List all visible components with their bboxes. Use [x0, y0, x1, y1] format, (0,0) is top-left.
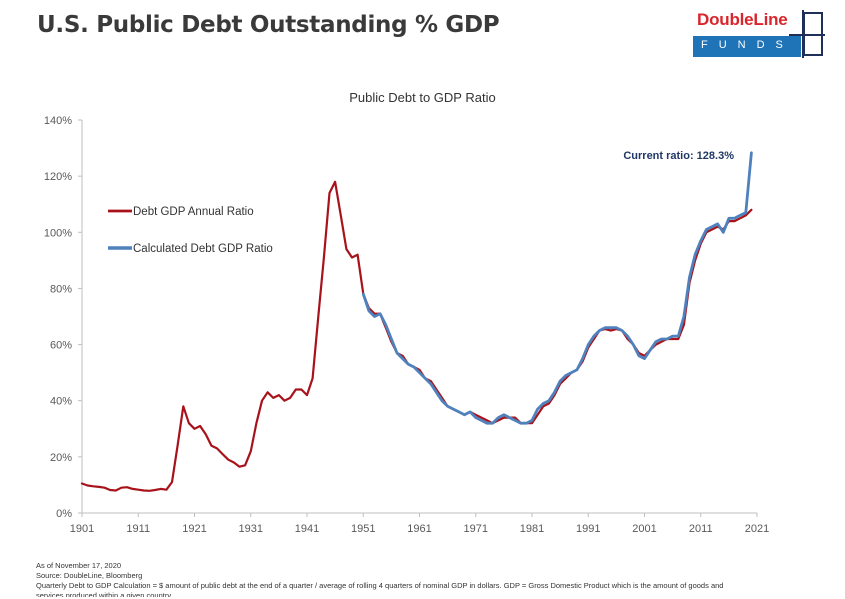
x-tick-label: 1931 — [239, 523, 263, 535]
series-line-annual-ratio — [80, 180, 753, 492]
x-tick-label: 2011 — [689, 523, 713, 535]
y-tick-label: 40% — [50, 396, 72, 408]
x-tick-label: 1921 — [182, 523, 206, 535]
logo-bar — [693, 36, 801, 57]
doubleline-logo: DoubleLine FUNDS — [693, 10, 825, 58]
footer-calculation: Quarterly Debt to GDP Calculation = $ am… — [36, 581, 724, 590]
y-tick-label: 120% — [44, 171, 72, 183]
x-tick-label: 2001 — [632, 523, 656, 535]
logo-wordmark: DoubleLine — [697, 10, 788, 29]
footer-source: Source: DoubleLine, Bloomberg — [36, 571, 143, 580]
y-tick-label: 140% — [44, 115, 72, 127]
y-tick-label: 60% — [50, 340, 72, 352]
logo-subtitle: FUNDS — [701, 39, 794, 51]
x-tick-label: 1991 — [576, 523, 600, 535]
y-tick-label: 20% — [50, 452, 72, 464]
x-tick-label: 1981 — [520, 523, 544, 535]
legend-item-annual-ratio-label: Debt GDP Annual Ratio — [133, 206, 254, 218]
chart-title: Public Debt to GDP Ratio — [349, 90, 496, 105]
series-line-calculated-ratio — [361, 151, 753, 425]
y-tick-label: 80% — [50, 283, 72, 295]
x-tick-label: 1911 — [126, 523, 150, 535]
logo-horizontal-line — [789, 34, 825, 36]
footer-date: As of November 17, 2020 — [36, 561, 122, 570]
y-tick-label: 0% — [56, 508, 72, 520]
current-ratio-annotation: Current ratio: 128.3% — [623, 150, 734, 162]
x-tick-label: 1951 — [351, 523, 375, 535]
x-tick-label: 1941 — [295, 523, 319, 535]
x-tick-label: 2021 — [745, 523, 769, 535]
x-tick-label: 1961 — [407, 523, 431, 535]
legend-item-calculated-ratio-label: Calculated Debt GDP Ratio — [133, 243, 273, 255]
x-tick-label: 1901 — [70, 523, 94, 535]
page-title: U.S. Public Debt Outstanding % GDP — [37, 12, 500, 38]
footer-calculation-continued: services produced within a given country… — [36, 591, 173, 597]
y-tick-label: 100% — [44, 227, 72, 239]
footer-notes: As of November 17, 2020 Source: DoubleLi… — [36, 561, 796, 597]
x-tick-label: 1971 — [464, 523, 488, 535]
